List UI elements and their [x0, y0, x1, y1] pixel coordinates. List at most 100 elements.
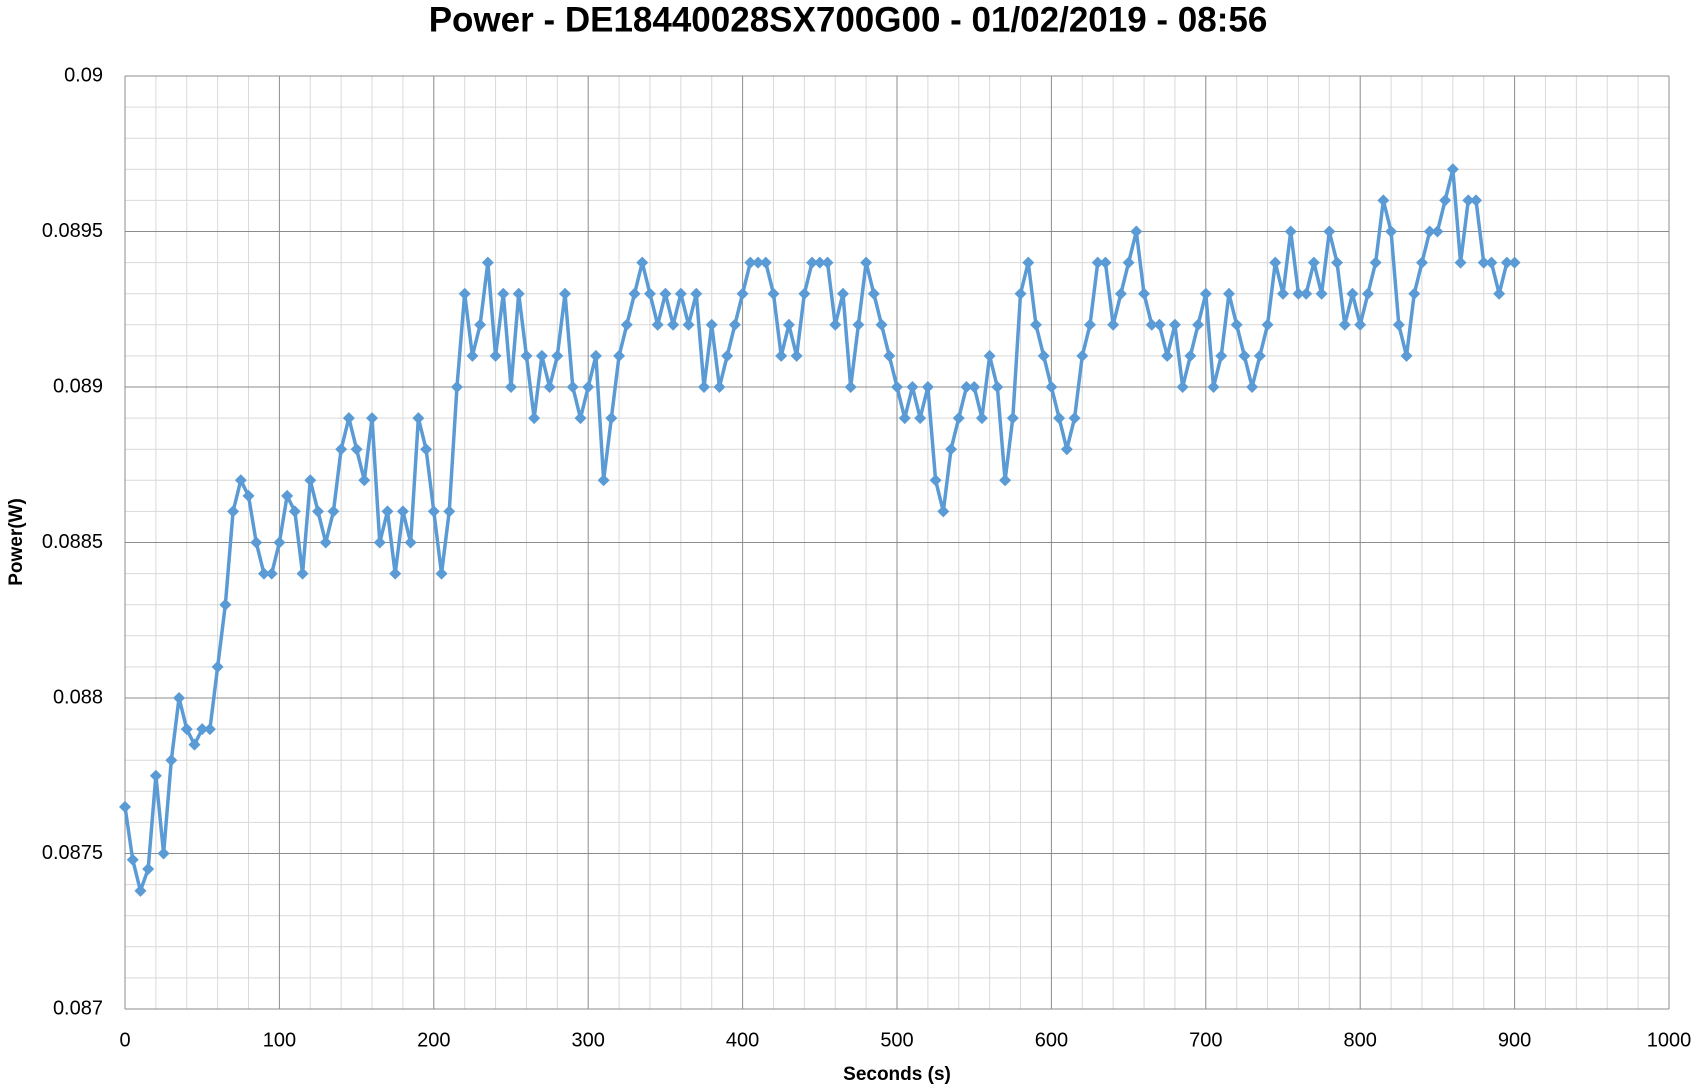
data-point: [1315, 287, 1328, 300]
data-point: [960, 381, 973, 393]
data-point: [597, 474, 610, 487]
data-point: [1431, 225, 1444, 238]
x-tick-label: 600: [1035, 1029, 1068, 1051]
data-point: [435, 567, 448, 580]
data-point: [1122, 256, 1135, 269]
data-point: [250, 536, 263, 549]
data-point: [257, 567, 270, 580]
data-point: [589, 349, 602, 362]
data-point: [142, 863, 155, 876]
data-point: [319, 536, 332, 549]
data-point: [1284, 225, 1297, 238]
x-tick-label: 1000: [1647, 1029, 1692, 1051]
data-point: [798, 287, 811, 300]
data-point: [1331, 256, 1344, 269]
data-point: [505, 381, 517, 393]
data-point: [173, 692, 186, 704]
data-point: [914, 412, 927, 425]
data-point: [1300, 287, 1313, 300]
data-point: [427, 505, 440, 518]
data-point: [1076, 349, 1089, 362]
data-point: [219, 598, 232, 611]
x-axis-title: Seconds (s): [843, 1064, 951, 1085]
y-axis-title: Power(W): [6, 498, 27, 586]
data-point: [196, 723, 209, 736]
data-point: [1238, 349, 1251, 362]
data-point: [1485, 256, 1498, 269]
y-tick-label: 0.0885: [42, 531, 103, 553]
data-point: [836, 287, 849, 300]
data-point: [1439, 194, 1452, 207]
data-point: [759, 256, 772, 269]
data-point: [705, 318, 718, 331]
data-point: [1053, 412, 1066, 425]
data-point: [281, 489, 294, 502]
chart-title: Power - DE18440028SX700G00 - 01/02/2019 …: [429, 0, 1268, 39]
data-point: [1099, 256, 1112, 269]
data-point: [466, 349, 479, 362]
y-tick-label: 0.09: [64, 64, 103, 86]
data-point: [690, 287, 703, 300]
data-point: [844, 381, 857, 393]
data-point: [1084, 318, 1096, 331]
data-point: [1323, 225, 1336, 238]
data-point: [134, 884, 147, 897]
data-point: [489, 349, 502, 362]
data-point: [1037, 349, 1050, 362]
data-point: [389, 567, 402, 580]
data-point: [1415, 256, 1428, 269]
data-point: [412, 412, 425, 425]
data-point: [358, 474, 371, 487]
data-point: [790, 349, 803, 362]
data-point: [983, 349, 996, 362]
data-point: [1184, 349, 1197, 362]
y-tick-label: 0.089: [53, 375, 103, 397]
data-point: [265, 567, 278, 580]
data-point: [535, 349, 548, 362]
data-point: [775, 349, 788, 362]
data-point: [1477, 256, 1490, 269]
data-point: [497, 287, 510, 300]
data-point: [458, 287, 471, 300]
data-point: [659, 287, 672, 300]
data-point: [1060, 443, 1073, 456]
data-point: [1493, 287, 1506, 300]
data-point: [1207, 381, 1220, 393]
data-point: [1377, 194, 1390, 207]
y-tick-label: 0.087: [53, 997, 103, 1019]
data-point: [1500, 256, 1513, 269]
data-point: [1215, 349, 1228, 362]
data-point: [350, 443, 363, 456]
data-point: [968, 381, 981, 393]
data-point: [1138, 287, 1151, 300]
data-point: [829, 318, 842, 331]
data-point: [288, 505, 301, 518]
data-point: [1199, 287, 1212, 300]
data-point: [813, 256, 826, 269]
data-point: [574, 412, 587, 425]
data-point: [512, 287, 525, 300]
x-tick-label: 200: [417, 1029, 450, 1051]
data-point: [1022, 256, 1035, 269]
data-point: [1006, 412, 1019, 425]
data-point: [921, 381, 934, 393]
data-point: [674, 287, 687, 300]
data-point: [952, 412, 965, 425]
data-point: [474, 318, 487, 331]
data-point: [975, 412, 988, 425]
data-point: [119, 800, 131, 813]
data-point: [582, 381, 595, 393]
x-tick-label: 800: [1344, 1029, 1377, 1051]
data-point: [1385, 225, 1398, 238]
data-point: [180, 723, 193, 736]
y-tick-label: 0.0875: [42, 842, 103, 864]
data-point: [628, 287, 641, 300]
data-point: [1222, 287, 1235, 300]
data-point: [1423, 225, 1436, 238]
data-point: [860, 256, 873, 269]
x-tick-label: 100: [263, 1029, 296, 1051]
data-point: [342, 412, 355, 425]
data-point: [698, 381, 710, 393]
data-point: [991, 381, 1004, 393]
